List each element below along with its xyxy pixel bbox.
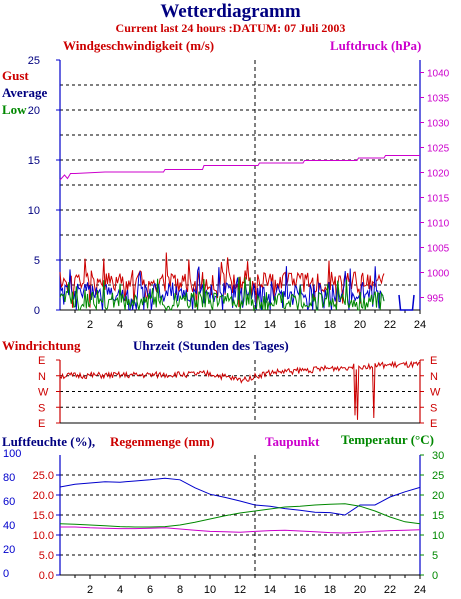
pressure-y-tick-label: 1030 (427, 119, 450, 130)
rain-y-tick-label: 10.0 (33, 530, 54, 542)
temperature-axis-label: Temperatur (°C) (341, 432, 434, 447)
wind-y-tick-label: 10 (28, 205, 40, 217)
wind-x-tick-label: 2 (87, 319, 93, 331)
humidity-y-tick-label: 80 (3, 472, 15, 484)
dewpoint-axis-label: Taupunkt (265, 434, 320, 449)
wind-y-tick-label: 20 (28, 105, 40, 117)
wind-y-tick-label: 15 (28, 155, 40, 167)
wind-x-tick-label: 20 (354, 319, 366, 331)
rain-y-tick-label: 20.0 (33, 490, 54, 502)
rain-y-tick-label: 15.0 (33, 510, 54, 522)
legend-gust: Gust (2, 68, 29, 83)
temperature-y-tick-label: 15 (432, 510, 444, 522)
humidity-x-tick-label: 4 (117, 584, 123, 596)
pressure-y-tick-label: 1040 (427, 69, 450, 80)
humidity-x-tick-label: 22 (384, 584, 396, 596)
wind-x-tick-label: 22 (384, 319, 396, 331)
time-axis-label: Uhrzeit (Stunden des Tages) (133, 338, 289, 353)
temperature-y-tick-label: 30 (432, 450, 444, 462)
legend-low: Low (2, 102, 27, 117)
direction-y-tick-label-right: E (430, 355, 437, 367)
pressure-axis-label: Luftdruck (hPa) (330, 38, 421, 53)
wind-x-tick-label: 6 (147, 319, 153, 331)
gust-wind-line (59, 252, 385, 308)
rain-axis-label: Regenmenge (mm) (110, 434, 214, 449)
direction-y-tick-label-right: E (430, 418, 437, 430)
temperature-y-tick-label: 20 (432, 490, 444, 502)
direction-y-tick-label-right: W (430, 387, 441, 399)
luftfeuchte-line (59, 477, 421, 516)
humidity-y-tick-label: 100 (3, 448, 21, 460)
direction-axis-label: Windrichtung (2, 338, 81, 353)
wind-x-tick-label: 4 (117, 319, 123, 331)
rain-y-tick-label: 25.0 (33, 470, 54, 482)
humidity-x-tick-label: 12 (234, 584, 246, 596)
temperature-y-tick-label: 10 (432, 530, 444, 542)
direction-y-tick-label-right: N (430, 371, 438, 383)
humidity-x-tick-label: 16 (294, 584, 306, 596)
wind-x-tick-label: 14 (264, 319, 276, 331)
temperature-y-tick-label: 0 (432, 570, 438, 582)
wind-y-tick-label: 5 (34, 255, 40, 267)
humidity-x-tick-label: 2 (87, 584, 93, 596)
chart-title: Wetterdiagramm (160, 1, 301, 22)
direction-y-tick-label-left: W (38, 387, 49, 399)
wind-axis-label: Windgeschwindigkeit (m/s) (63, 38, 214, 53)
wind-direction-line (59, 360, 421, 420)
humidity-x-tick-label: 20 (354, 584, 366, 596)
pressure-y-tick-label: 1035 (427, 94, 450, 105)
direction-y-tick-label-right: S (430, 402, 437, 414)
taupunkt-line (60, 526, 421, 534)
wind-x-tick-label: 10 (204, 319, 216, 331)
humidity-x-tick-label: 6 (147, 584, 153, 596)
direction-y-tick-label-left: S (38, 402, 45, 414)
pressure-y-tick-label: 1000 (427, 269, 450, 280)
average-wind-line (59, 266, 385, 311)
pressure-y-tick-label: 1025 (427, 144, 450, 155)
wind-x-tick-label: 16 (294, 319, 306, 331)
wind-y-tick-label: 25 (28, 55, 40, 67)
pressure-y-tick-label: 1005 (427, 244, 450, 255)
humidity-x-tick-label: 10 (204, 584, 216, 596)
direction-y-tick-label-left: E (38, 418, 45, 430)
humidity-y-tick-label: 0 (3, 568, 9, 580)
humidity-x-tick-label: 14 (264, 584, 276, 596)
humidity-x-tick-label: 18 (324, 584, 336, 596)
humidity-x-tick-label: 8 (177, 584, 183, 596)
pressure-y-tick-label: 1010 (427, 219, 450, 230)
direction-y-tick-label-left: N (38, 371, 46, 383)
low-wind-line (59, 276, 385, 312)
legend-average: Average (2, 85, 47, 100)
pressure-y-tick-label: 1015 (427, 194, 450, 205)
wind-end-segment (398, 294, 415, 311)
wind-x-tick-label: 12 (234, 319, 246, 331)
rain-y-tick-label: 0.0 (39, 570, 54, 582)
humidity-y-tick-label: 40 (3, 520, 15, 532)
humidity-x-tick-label: 24 (414, 584, 426, 596)
wind-x-tick-label: 8 (177, 319, 183, 331)
chart-subtitle: Current last 24 hours :DATUM: 07 Juli 20… (115, 21, 346, 35)
humidity-y-tick-label: 20 (3, 544, 15, 556)
pressure-y-tick-label: 1020 (427, 169, 450, 180)
rain-y-tick-label: 5.0 (39, 550, 54, 562)
wind-y-tick-label: 0 (34, 305, 40, 317)
humidity-axis-label: Luftfeuchte (%), (2, 434, 95, 449)
wind-x-tick-label: 24 (414, 319, 426, 331)
temperature-y-tick-label: 5 (432, 550, 438, 562)
temperatur-line (59, 503, 421, 528)
pressure-line (59, 155, 420, 181)
pressure-y-tick-label: 995 (427, 294, 444, 305)
direction-y-tick-label-left: E (38, 355, 45, 367)
temperature-y-tick-label: 25 (432, 470, 444, 482)
wind-x-tick-label: 18 (324, 319, 336, 331)
humidity-y-tick-label: 60 (3, 496, 15, 508)
